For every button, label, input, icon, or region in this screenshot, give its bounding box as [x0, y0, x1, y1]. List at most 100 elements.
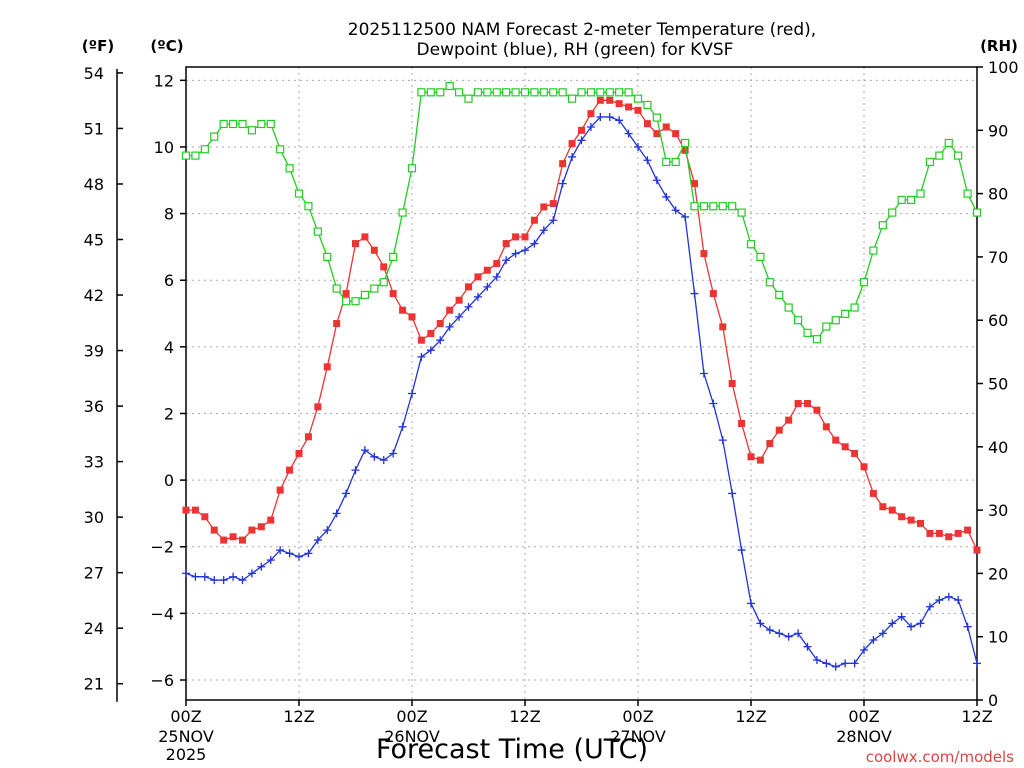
data-point	[765, 278, 774, 287]
tick-label-x: 12Z	[509, 707, 540, 726]
data-point	[313, 227, 322, 236]
data-point	[549, 216, 558, 225]
data-point	[417, 88, 426, 97]
data-point	[916, 619, 925, 628]
tick-label-x: 00Z	[622, 707, 653, 726]
data-point	[332, 284, 341, 293]
unit-label-celsius: (ºC)	[150, 37, 183, 55]
data-point	[775, 290, 784, 299]
data-point	[427, 330, 435, 338]
data-point	[747, 453, 755, 461]
data-point	[248, 526, 256, 534]
data-point	[756, 619, 765, 628]
data-point	[285, 164, 294, 173]
data-point	[577, 136, 586, 145]
data-point	[718, 202, 727, 211]
data-point	[643, 120, 651, 128]
data-point	[295, 449, 303, 457]
unit-label-fahrenheit: (ºF)	[82, 37, 114, 55]
tick-label-f: 39	[84, 342, 104, 361]
data-point	[869, 246, 878, 255]
tick-label-f: 21	[84, 675, 104, 694]
data-point	[191, 506, 199, 514]
data-point	[578, 126, 585, 134]
data-point	[398, 208, 407, 217]
data-point	[878, 629, 887, 638]
tick-label-rh: 50	[988, 375, 1008, 394]
data-point	[850, 659, 859, 668]
data-point	[361, 233, 369, 241]
plot-frame	[185, 66, 978, 701]
tick-label-c: 12	[154, 71, 174, 90]
data-point	[925, 157, 935, 167]
data-point	[483, 282, 492, 291]
data-point	[540, 203, 548, 211]
unit-label-rh: (RH)	[980, 37, 1018, 55]
data-point	[360, 446, 369, 455]
tick-label-f: 54	[84, 64, 104, 83]
data-point	[690, 202, 699, 211]
data-point	[907, 622, 916, 631]
data-point	[276, 546, 285, 555]
data-point	[728, 380, 736, 387]
series-rh-open-square	[181, 81, 982, 344]
data-point	[492, 272, 501, 281]
data-point	[408, 389, 416, 398]
data-point	[935, 596, 944, 605]
data-point	[888, 208, 897, 217]
tick-label-rh: 80	[988, 185, 1008, 204]
tick-label-rh: 0	[988, 691, 998, 710]
tick-label-f: 33	[84, 453, 104, 472]
data-point	[304, 202, 313, 211]
tick-label-c: 0	[164, 471, 174, 490]
data-point	[634, 142, 642, 151]
data-point	[577, 88, 586, 97]
data-point	[257, 562, 266, 571]
tick-label-rh: 20	[988, 564, 1008, 583]
data-point	[916, 189, 925, 198]
data-point	[474, 273, 482, 281]
data-point	[793, 316, 803, 325]
data-point	[502, 256, 511, 265]
data-point	[454, 88, 464, 97]
date-label: 25NOV	[158, 727, 214, 746]
data-point	[897, 612, 906, 621]
data-point	[568, 140, 576, 148]
data-point	[652, 113, 661, 122]
tick-label-f: 30	[84, 508, 104, 527]
data-point	[652, 176, 661, 185]
data-point	[520, 88, 530, 97]
chart-subtitle: Dewpoint (blue), RH (green) for KVSF	[417, 40, 734, 60]
data-point	[398, 422, 407, 431]
data-point	[530, 216, 538, 224]
data-point	[917, 519, 924, 527]
data-point	[201, 513, 209, 521]
data-point	[493, 260, 501, 268]
data-point	[568, 152, 577, 161]
data-point	[822, 659, 831, 668]
data-point	[219, 119, 228, 129]
data-point	[426, 88, 435, 97]
data-point	[699, 369, 708, 378]
data-point	[935, 151, 944, 160]
data-point	[671, 206, 680, 215]
data-point	[700, 250, 708, 258]
data-point	[906, 195, 916, 205]
data-point	[417, 336, 425, 344]
data-point	[944, 138, 953, 148]
data-point	[521, 233, 529, 241]
data-point	[812, 335, 822, 344]
data-point	[954, 529, 962, 537]
data-point	[831, 662, 840, 671]
tick-label-rh: 10	[988, 628, 1008, 647]
tick-label-rh: 100	[988, 58, 1019, 77]
data-point	[341, 297, 351, 306]
data-point	[407, 164, 417, 173]
rh-axis: 0 10 20 30 40 50 60 70 80 90 100	[977, 58, 1019, 710]
data-point	[803, 328, 812, 337]
data-point	[502, 240, 510, 248]
data-point	[954, 151, 963, 160]
data-point	[813, 406, 821, 414]
data-point	[549, 88, 558, 97]
